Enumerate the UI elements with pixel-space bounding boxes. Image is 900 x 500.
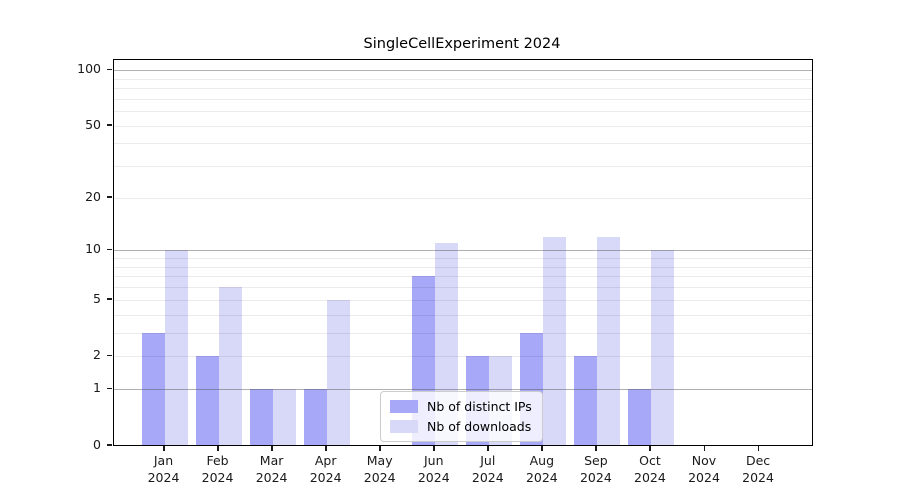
gridline-minor-4 — [114, 314, 812, 316]
gridline-minor-6 — [114, 287, 812, 289]
legend-swatch-distinct-ips-icon — [390, 400, 418, 413]
bar-downloads-apr — [326, 299, 350, 446]
gridline-minor-2 — [114, 356, 812, 358]
gridline-minor-60 — [114, 111, 812, 113]
plot-area — [113, 59, 813, 446]
x-tick-label-mar: Mar 2024 — [255, 452, 288, 485]
gridline-minor-50 — [114, 125, 812, 127]
y-tick-5 — [107, 298, 112, 300]
y-tick-label-50: 50 — [85, 116, 101, 132]
legend-entry-distinct-ips: Nb of distinct IPs — [390, 399, 532, 414]
y-tick-label-2: 2 — [93, 347, 101, 363]
gridline-minor-20 — [114, 197, 812, 199]
legend-label-distinct-ips: Nb of distinct IPs — [427, 399, 532, 414]
gridline-major-100 — [114, 70, 812, 72]
bar-distinct-ips-feb — [195, 356, 219, 446]
legend-label-downloads: Nb of downloads — [427, 419, 532, 434]
legend-swatch-downloads-icon — [390, 420, 418, 433]
x-tick-mar — [271, 446, 273, 451]
x-tick-aug — [541, 446, 543, 451]
x-tick-feb — [217, 446, 219, 451]
x-tick-label-jul: Jul 2024 — [471, 452, 504, 485]
chart-title: SingleCellExperiment 2024 — [363, 36, 561, 52]
gridline-minor-3 — [114, 332, 812, 334]
gridline-minor-9 — [114, 258, 812, 260]
y-tick-label-20: 20 — [85, 188, 101, 204]
x-tick-label-aug: Aug 2024 — [525, 452, 558, 485]
legend-entry-downloads: Nb of downloads — [390, 419, 532, 434]
x-tick-label-nov: Nov 2024 — [688, 452, 720, 485]
y-tick-50 — [107, 124, 112, 126]
x-tick-apr — [325, 446, 327, 451]
x-tick-oct — [649, 446, 651, 451]
x-tick-jul — [487, 446, 489, 451]
bar-downloads-sep — [596, 236, 620, 446]
gridline-minor-80 — [114, 88, 812, 90]
gridline-minor-40 — [114, 143, 812, 145]
x-tick-label-feb: Feb 2024 — [201, 452, 234, 485]
gridline-minor-90 — [114, 78, 812, 80]
gridline-minor-5 — [114, 299, 812, 301]
bar-distinct-ips-apr — [303, 389, 327, 446]
y-tick-1 — [107, 387, 112, 390]
x-tick-label-oct: Oct 2024 — [634, 452, 666, 485]
bar-downloads-aug — [542, 236, 566, 446]
y-tick-2 — [107, 354, 112, 357]
x-tick-sep — [595, 446, 597, 451]
bar-distinct-ips-sep — [573, 356, 597, 446]
x-tick-label-jan: Jan 2024 — [147, 452, 180, 485]
bar-distinct-ips-jan — [141, 332, 165, 446]
y-tick-100 — [107, 68, 112, 71]
gridline-major-10 — [114, 250, 812, 252]
x-tick-label-dec: Dec 2024 — [742, 452, 774, 485]
x-tick-nov — [703, 446, 705, 451]
gridline-minor-8 — [114, 266, 812, 268]
y-tick-0 — [107, 444, 112, 446]
x-tick-may — [379, 446, 381, 451]
legend: Nb of distinct IPs Nb of downloads — [380, 391, 543, 442]
gridline-minor-7 — [114, 276, 812, 278]
gridline-major-1 — [114, 389, 812, 391]
y-tick-label-5: 5 — [93, 290, 101, 306]
bar-downloads-oct — [650, 250, 674, 446]
x-tick-label-sep: Sep 2024 — [579, 452, 612, 485]
x-tick-jun — [433, 446, 435, 451]
y-tick-label-0: 0 — [93, 436, 101, 452]
bar-distinct-ips-oct — [627, 389, 651, 446]
x-tick-dec — [757, 446, 760, 451]
y-tick-label-1: 1 — [93, 380, 101, 396]
y-tick-20 — [107, 196, 112, 198]
bar-distinct-ips-mar — [249, 389, 273, 446]
x-tick-label-may: May 2024 — [363, 452, 396, 485]
bar-downloads-feb — [218, 287, 242, 446]
bar-downloads-jan — [164, 250, 188, 446]
x-tick-label-jun: Jun 2024 — [417, 452, 450, 485]
bar-downloads-mar — [272, 389, 296, 446]
y-tick-label-10: 10 — [85, 241, 101, 257]
x-tick-jan — [163, 446, 165, 451]
y-tick-label-100: 100 — [77, 61, 101, 77]
gridline-minor-70 — [114, 98, 812, 100]
y-tick-10 — [107, 248, 112, 251]
gridline-minor-30 — [114, 166, 812, 168]
x-tick-label-apr: Apr 2024 — [309, 452, 342, 485]
